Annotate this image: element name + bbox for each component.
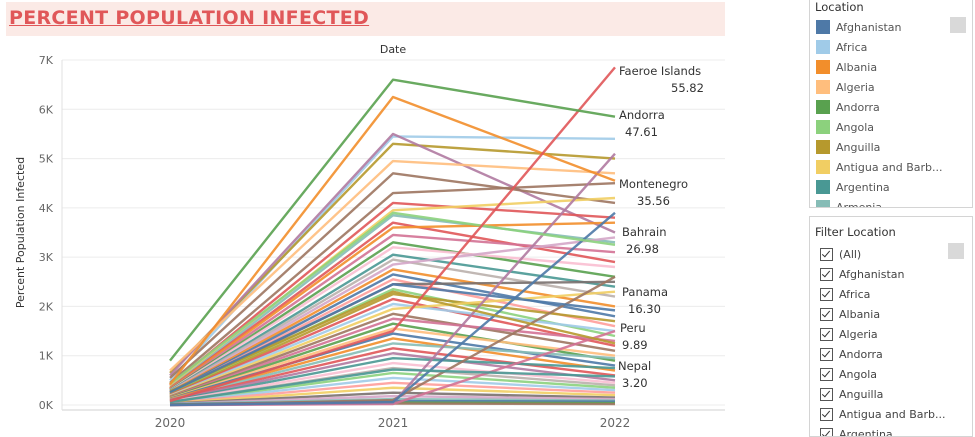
filter-item-label: (All) <box>839 248 861 261</box>
legend-item[interactable]: Algeria <box>816 78 875 96</box>
page-title: PERCENT POPULATION INFECTED <box>9 7 369 29</box>
location-legend: Location Afghanistan Africa Albania Algeria… <box>809 0 973 208</box>
filter-item[interactable]: Antigua and Barb... <box>820 405 946 423</box>
line-chart: Date 0K 1K 2K 3K 4K 5K 6K 7K Percent Population I… <box>0 36 800 435</box>
annotation-value: 9.89 <box>622 338 648 352</box>
annotation-label: Andorra <box>619 108 665 122</box>
legend-swatch <box>816 200 830 208</box>
filter-item[interactable]: Angola <box>820 365 877 383</box>
title-bar: PERCENT POPULATION INFECTED <box>6 2 725 36</box>
filter-item-label: Albania <box>839 308 880 321</box>
y-axis-label: Percent Population Infected <box>14 157 27 308</box>
legend-item-label: Africa <box>836 41 867 54</box>
filter-item[interactable]: Andorra <box>820 345 883 363</box>
legend-item-label: Antigua and Barb... <box>836 161 943 174</box>
legend-item-label: Armenia <box>836 201 882 209</box>
legend-item[interactable]: Anguilla <box>816 138 880 156</box>
filter-location-panel: Filter Location (All) Afghanistan Africa Al… <box>809 216 973 437</box>
legend-item[interactable]: Afghanistan <box>816 18 901 36</box>
annotation-value: 26.98 <box>626 242 659 256</box>
legend-item[interactable]: Antigua and Barb... <box>816 158 943 176</box>
filter-item[interactable]: Africa <box>820 285 870 303</box>
filter-item-label: Argentina <box>839 428 893 437</box>
legend-item-label: Afghanistan <box>836 21 901 34</box>
checkbox-checked-icon[interactable] <box>820 328 833 341</box>
legend-item[interactable]: Africa <box>816 38 867 56</box>
annotation-label: Peru <box>620 321 646 335</box>
x-tick-label: 2022 <box>600 416 631 430</box>
legend-item[interactable]: Armenia <box>816 198 882 208</box>
checkbox-checked-icon[interactable] <box>820 408 833 421</box>
filter-item[interactable]: Argentina <box>820 425 893 437</box>
column-header: Date <box>380 43 407 56</box>
filter-item-label: Andorra <box>839 348 883 361</box>
legend-item-label: Algeria <box>836 81 875 94</box>
filter-item[interactable]: Albania <box>820 305 880 323</box>
legend-swatch <box>816 160 830 174</box>
x-tick-label: 2020 <box>155 416 186 430</box>
y-tick-label: 2K <box>39 300 54 313</box>
y-tick-label: 7K <box>39 54 54 67</box>
legend-swatch <box>816 40 830 54</box>
checkbox-checked-icon[interactable] <box>820 388 833 401</box>
checkbox-checked-icon[interactable] <box>820 428 833 437</box>
filter-title: Filter Location <box>815 225 896 239</box>
filter-item-label: Antigua and Barb... <box>839 408 946 421</box>
legend-swatch <box>816 180 830 194</box>
filter-item[interactable]: Afghanistan <box>820 265 904 283</box>
legend-item[interactable]: Albania <box>816 58 877 76</box>
y-tick-label: 1K <box>39 350 54 363</box>
annotation-value: 47.61 <box>625 125 658 139</box>
y-tick-label: 5K <box>39 153 54 166</box>
checkbox-checked-icon[interactable] <box>820 248 833 261</box>
filter-item[interactable]: Algeria <box>820 325 878 343</box>
y-tick-label: 0K <box>39 399 54 412</box>
filter-item-label: Anguilla <box>839 388 883 401</box>
filter-item-label: Angola <box>839 368 877 381</box>
legend-item-label: Andorra <box>836 101 880 114</box>
legend-title: Location <box>815 0 864 14</box>
checkbox-checked-icon[interactable] <box>820 368 833 381</box>
annotation-label: Montenegro <box>619 177 688 191</box>
checkbox-checked-icon[interactable] <box>820 308 833 321</box>
legend-swatch <box>816 60 830 74</box>
filter-item[interactable]: (All) <box>820 245 861 263</box>
legend-swatch <box>816 120 830 134</box>
annotation-value: 16.30 <box>628 302 661 316</box>
y-tick-label: 4K <box>39 202 54 215</box>
annotation-label: Panama <box>622 285 668 299</box>
legend-swatch <box>816 100 830 114</box>
legend-item[interactable]: Andorra <box>816 98 880 116</box>
filter-item-label: Africa <box>839 288 870 301</box>
filter-item-label: Afghanistan <box>839 268 904 281</box>
legend-item-label: Argentina <box>836 181 890 194</box>
filter-scrollbar[interactable] <box>948 243 964 259</box>
annotation-value: 35.56 <box>637 194 670 208</box>
legend-swatch <box>816 20 830 34</box>
annotation-label: Faeroe Islands <box>619 64 701 78</box>
checkbox-checked-icon[interactable] <box>820 268 833 281</box>
legend-item-label: Anguilla <box>836 141 880 154</box>
legend-swatch <box>816 140 830 154</box>
filter-item[interactable]: Anguilla <box>820 385 883 403</box>
legend-swatch <box>816 80 830 94</box>
checkbox-checked-icon[interactable] <box>820 348 833 361</box>
annotation-value: 3.20 <box>622 376 648 390</box>
legend-item-label: Albania <box>836 61 877 74</box>
legend-item-label: Angola <box>836 121 874 134</box>
y-tick-label: 3K <box>39 251 54 264</box>
y-tick-label: 6K <box>39 103 54 116</box>
x-tick-label: 2021 <box>378 416 409 430</box>
legend-item[interactable]: Argentina <box>816 178 890 196</box>
legend-scrollbar[interactable] <box>950 17 966 33</box>
checkbox-checked-icon[interactable] <box>820 288 833 301</box>
annotation-label: Nepal <box>618 359 651 373</box>
annotation-label: Bahrain <box>622 225 666 239</box>
filter-item-label: Algeria <box>839 328 878 341</box>
annotation-value: 55.82 <box>671 81 704 95</box>
legend-item[interactable]: Angola <box>816 118 874 136</box>
